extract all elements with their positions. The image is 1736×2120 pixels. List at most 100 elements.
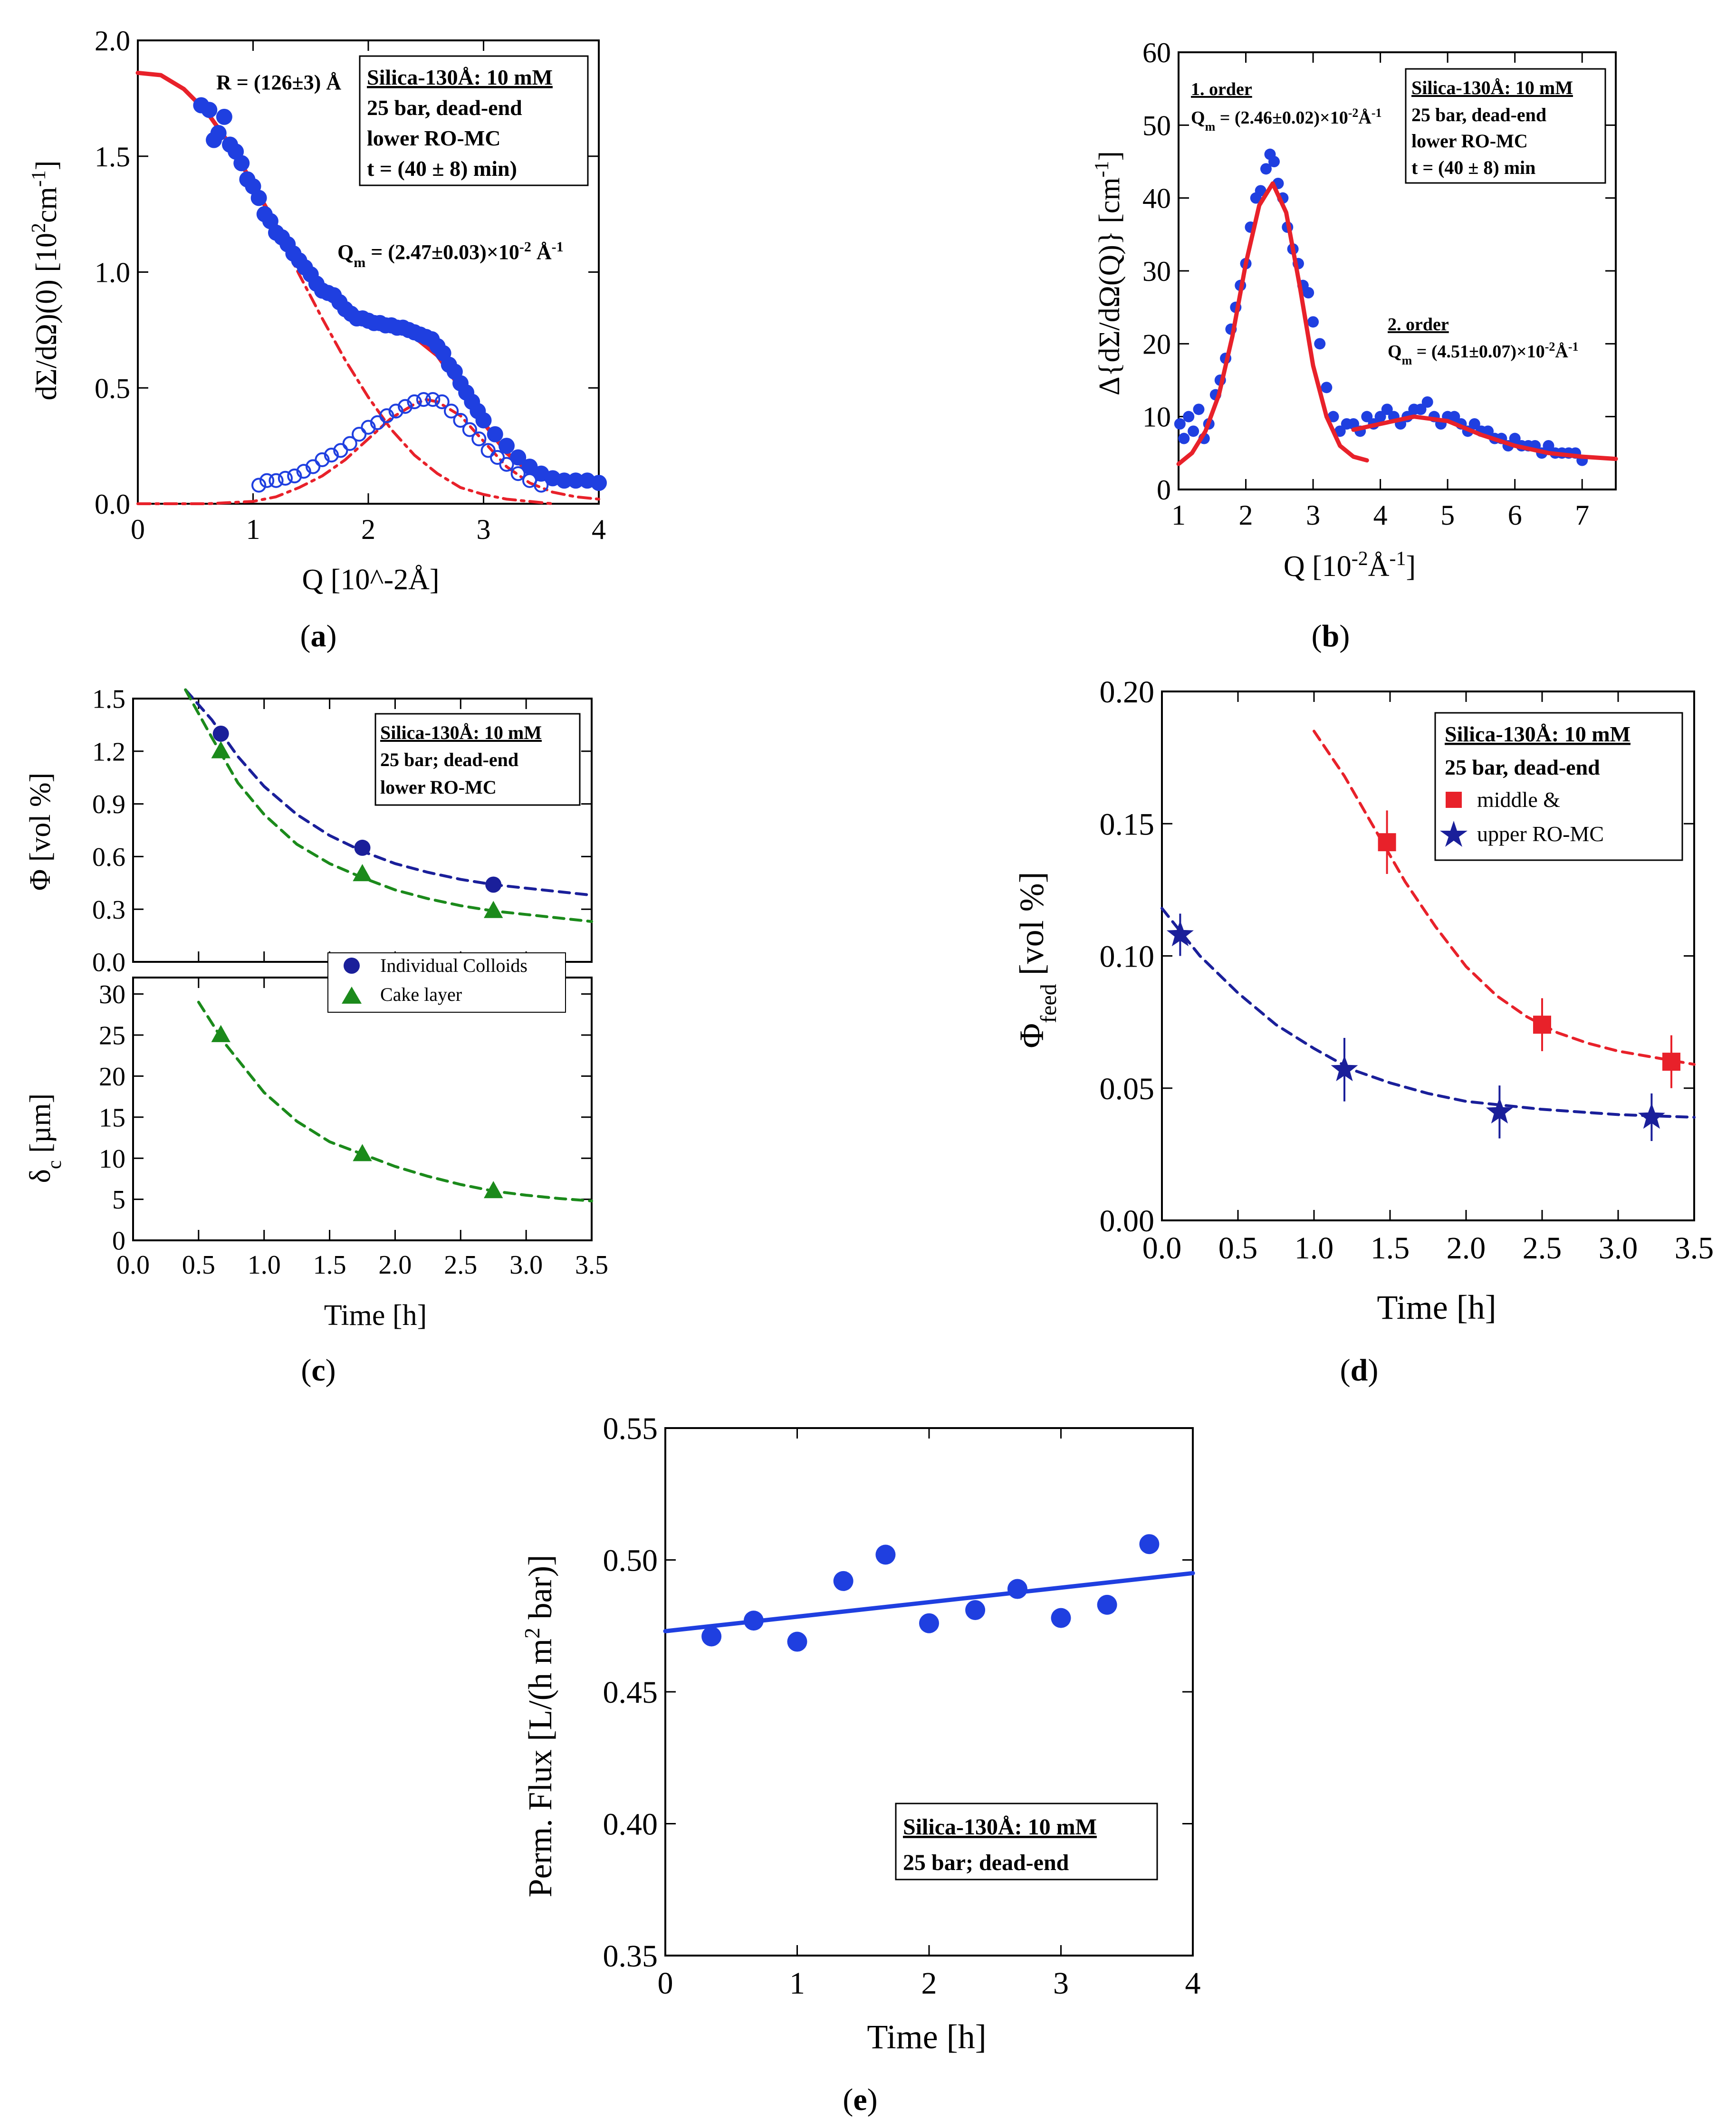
panel-a-series-1-point-26 <box>490 450 505 465</box>
panel-e-ytick-label-4: 0.55 <box>603 1411 658 1446</box>
panel-a-series-0-point-56 <box>556 472 573 489</box>
panel-b-ytick-label-0: 0 <box>1157 474 1171 506</box>
panel-a-xtick-label-3: 3 <box>477 514 491 545</box>
panel-a-series-1-point-5 <box>296 464 311 479</box>
panel-d-xtick-label-0: 0.0 <box>1142 1231 1182 1266</box>
panel-b-xtick-label-5: 6 <box>1508 499 1522 531</box>
panel-b-legend-box <box>1405 68 1606 184</box>
panel-a-series-1-point-1 <box>259 473 275 488</box>
panel-e-ytick-label-1: 0.40 <box>603 1807 658 1842</box>
panel-d-series-1-point-1 <box>1331 1055 1358 1082</box>
panel-a-box-line-4: t = (40 ± 8) min) <box>367 156 517 181</box>
panel-b-series-0-point-19 <box>1268 156 1280 167</box>
panel-c-bottom-ytick-label-4: 20 <box>99 1062 125 1092</box>
panel-d-series-0-point-2 <box>1662 1053 1680 1071</box>
panel-a-series-1-point-24 <box>471 431 487 447</box>
panel-a-ytick-label-3: 1.5 <box>95 141 130 173</box>
panel-a-series-1-point-12 <box>361 420 376 435</box>
panel-a-series-0-point-49 <box>475 412 492 429</box>
panel-b-series-0-point-62 <box>1543 440 1554 451</box>
panel-c-bottom-ytick-label-3: 15 <box>99 1103 125 1132</box>
panel-a-series-1-point-27 <box>499 457 514 472</box>
panel-d-xtick-label-2: 1.0 <box>1295 1231 1334 1266</box>
panel-b-xtick-label-3: 4 <box>1373 499 1388 531</box>
panel-a-xtick-label-0: 0 <box>131 514 145 545</box>
panel-e-series-0-point-0 <box>701 1626 722 1647</box>
panel-a-ytick-label-2: 1.0 <box>95 257 130 288</box>
panel-e-label: (e) <box>843 2082 877 2117</box>
panel-b-series-0-point-44 <box>1421 396 1433 408</box>
panel-e-series-0-point-3 <box>833 1571 854 1591</box>
panel-d-series-1-point-2 <box>1486 1097 1513 1124</box>
panel-a-xlabel: Q [10^-2Å] <box>302 564 439 596</box>
panel-a-series-0-point-59 <box>591 475 607 491</box>
panel-a-label: (a) <box>300 619 337 653</box>
panel-b-series-0-point-43 <box>1415 403 1427 415</box>
panel-d-xtick-label-5: 2.5 <box>1523 1231 1562 1266</box>
panel-b-box-line-4: t = (40 ± 8) min <box>1411 157 1535 178</box>
panel-a-series-0-point-3 <box>210 125 227 141</box>
legend-label-cake-layer: Cake layer <box>380 984 462 1005</box>
panel-b-label: (b) <box>1312 619 1350 653</box>
panel-c-bottom-xtick-label-2: 1.0 <box>248 1250 281 1280</box>
panel-c-top-ytick-label-0: 0.0 <box>92 948 125 978</box>
panel-c-top-ytick-label-4: 1.2 <box>92 737 125 767</box>
panel-c-xlabel: Time [h] <box>324 1299 427 1332</box>
panel-b-xtick-label-6: 7 <box>1575 499 1589 531</box>
panel-a-series-0-point-57 <box>567 472 584 489</box>
panel-a-series-1-point-13 <box>370 415 385 430</box>
panel-c-top-ytick-label-2: 0.6 <box>92 843 125 872</box>
panel-c-bottom-ytick-label-0: 0 <box>112 1227 125 1256</box>
panel-c-legend-box <box>374 713 581 806</box>
panel-d-xtick-label-7: 3.5 <box>1675 1231 1714 1266</box>
panel-b-xtick-label-0: 1 <box>1171 499 1186 531</box>
panel-a-series-0-point-50 <box>487 426 503 442</box>
panel-c-box-line-3: lower RO-MC <box>380 777 497 798</box>
panel-b-xtick-label-1: 2 <box>1239 499 1253 531</box>
panel-d-series-0-point-1 <box>1533 1016 1551 1034</box>
panel-b-ytick-label-6: 60 <box>1142 37 1171 68</box>
panel-e-series-0-point-2 <box>787 1631 807 1652</box>
panel-d-xtick-label-3: 1.5 <box>1371 1231 1410 1266</box>
panel-b-ytick-label-3: 30 <box>1142 256 1171 287</box>
panel-d-ytick-label-2: 0.10 <box>1100 940 1155 974</box>
panel-d-series-0-point-0 <box>1378 833 1396 852</box>
panel-a-series-1-point-17 <box>407 394 422 410</box>
panel-e-series-0-point-6 <box>965 1600 986 1620</box>
panel-d-xlabel: Time [h] <box>1377 1288 1496 1326</box>
panel-a-ytick-label-0: 0.0 <box>95 489 130 520</box>
legend-label-middle: middle & <box>1477 787 1560 812</box>
panel-d-legend-box <box>1434 712 1683 861</box>
panel-a-ytick-label-1: 0.5 <box>95 373 130 404</box>
legend-marker-upper <box>1440 821 1467 847</box>
panel-c-box-line-1: Silica-130Å: 10 mM <box>380 722 542 743</box>
panel-c-series-4-line <box>184 688 593 923</box>
panel-a-series-1-point-18 <box>416 392 432 407</box>
panel-c-series-2-point-0 <box>211 1025 230 1042</box>
panel-c-series-5-line <box>197 1000 593 1203</box>
panel-b-series-0-point-4 <box>1193 403 1205 415</box>
panel-a-xtick-label-1: 1 <box>246 514 260 545</box>
panel-d-series-1-point-3 <box>1638 1103 1665 1129</box>
panel-e-series-0-point-7 <box>1007 1579 1027 1599</box>
panel-e-xtick-label-4: 4 <box>1185 1966 1201 2001</box>
panel-c-series-1-point-2 <box>484 901 503 918</box>
panel-c: 0.0 0.3 0.6 0.9 1.2 1.5 0.0 0.5 1.0 1.5 2.0 2.5 3.0 3… <box>24 685 608 1388</box>
panel-a-series-0-point-1 <box>201 102 218 118</box>
panel-b-ytick-label-4: 40 <box>1142 183 1171 214</box>
panel-a-series-1-point-22 <box>453 412 468 428</box>
panel-e-ylabel: Perm. Flux [L/(h m2 bar)] <box>520 1555 559 1898</box>
panel-e-series-0-point-10 <box>1139 1534 1160 1554</box>
panel-a-xtick-label-4: 4 <box>592 514 606 545</box>
panel-b-series-0-point-0 <box>1174 418 1186 430</box>
panel-b-series-0-point-27 <box>1307 316 1319 328</box>
panel-e-xtick-label-1: 1 <box>789 1966 805 2001</box>
panel-a-series-1-point-7 <box>315 452 330 467</box>
panel-e-series-0-point-8 <box>1051 1608 1071 1628</box>
panel-d-label: (d) <box>1340 1353 1379 1388</box>
panel-b-box-line-2: 25 bar, dead-end <box>1411 104 1546 125</box>
panel-a-series-0-point-10 <box>250 190 267 206</box>
panel-d-box-line-1: Silica-130Å: 10 mM <box>1445 722 1630 746</box>
panel-a-series-1-point-11 <box>352 427 367 442</box>
panel-c-bottom-xtick-label-5: 2.5 <box>444 1250 477 1280</box>
